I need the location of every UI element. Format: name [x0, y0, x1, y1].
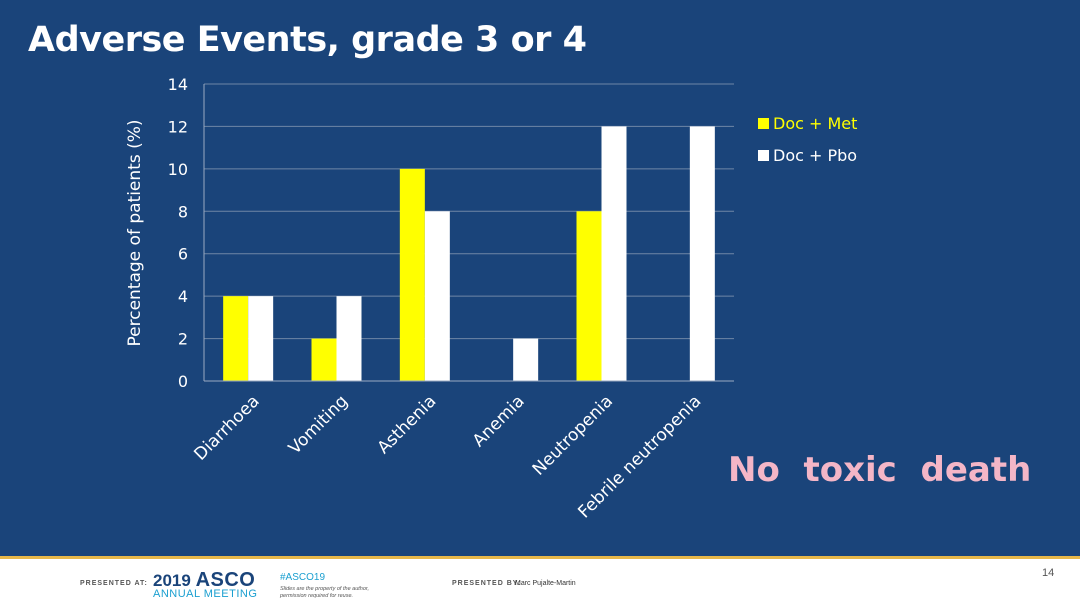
bar-doc-met — [399, 168, 425, 381]
legend-swatch — [758, 150, 769, 161]
asco-logo: 2019 ASCO — [153, 569, 255, 592]
y-tick-label: 10 — [168, 160, 188, 179]
x-tick-label: Neutropenia — [529, 391, 617, 479]
y-tick-label: 2 — [178, 330, 188, 349]
rights-notice: Slides are the property of the author, p… — [280, 586, 390, 600]
slide-title: Adverse Events, grade 3 or 4 — [28, 20, 587, 60]
bar-doc-pbo — [689, 126, 715, 381]
asco-annual-meeting: ANNUAL MEETING — [153, 588, 258, 600]
legend: Doc + Met Doc + Pbo — [758, 114, 857, 165]
bar-doc-pbo — [336, 296, 362, 381]
y-tick-label: 0 — [178, 372, 188, 391]
bar-chart: 0 2 4 6 8 10 12 14 Diarrhoea Vomiting Asthenia Ane… — [125, 75, 857, 522]
x-tick-label: Asthenia — [374, 391, 441, 458]
axes — [203, 84, 734, 382]
presented-by-label: PRESENTED BY: — [452, 580, 522, 587]
grid-lines — [204, 83, 734, 340]
legend-swatch — [758, 118, 769, 129]
y-tick-label: 6 — [178, 245, 188, 264]
footer-divider — [0, 556, 1080, 559]
bar-doc-pbo — [513, 338, 539, 381]
y-axis-label: Percentage of patients (%) — [125, 119, 145, 346]
presented-at-label: PRESENTED AT: — [80, 580, 148, 587]
x-tick-labels: Diarrhoea Vomiting Asthenia Anemia Neutropen… — [190, 391, 705, 522]
rights-line-1: Slides are the property of the author, — [280, 586, 369, 592]
x-tick-label: Anemia — [469, 391, 529, 451]
legend-label: Doc + Met — [773, 114, 857, 133]
asco-brand: ASCO — [195, 569, 256, 591]
page-number: 14 — [1042, 567, 1055, 579]
bar-doc-pbo — [248, 296, 274, 381]
y-tick-label: 8 — [178, 202, 188, 221]
bar-doc-pbo — [424, 211, 450, 381]
x-tick-label: Diarrhoea — [190, 391, 263, 464]
no-toxic-death-note: No toxic death — [728, 450, 1032, 490]
legend-label: Doc + Pbo — [773, 146, 857, 165]
presenter-name: Marc Pujalte-Martin — [515, 580, 576, 587]
y-tick-label: 4 — [178, 287, 188, 306]
slide-body — [0, 0, 1080, 556]
bar-doc-pbo — [601, 126, 627, 381]
bar-doc-met — [311, 338, 337, 381]
bars — [223, 126, 715, 381]
y-tick-label: 14 — [168, 75, 188, 94]
footer: PRESENTED AT: 2019 ASCO ANNUAL MEETING #… — [0, 559, 1080, 608]
asco-year: 2019 — [153, 571, 191, 590]
y-tick-label: 12 — [168, 117, 188, 136]
x-tick-label: Vomiting — [285, 391, 352, 458]
y-tick-labels: 0 2 4 6 8 10 12 14 — [168, 75, 188, 391]
bar-doc-met — [576, 211, 602, 381]
bar-doc-met — [223, 296, 249, 381]
hashtag: #ASCO19 — [280, 572, 326, 583]
rights-line-2: permission required for reuse. — [280, 593, 354, 599]
